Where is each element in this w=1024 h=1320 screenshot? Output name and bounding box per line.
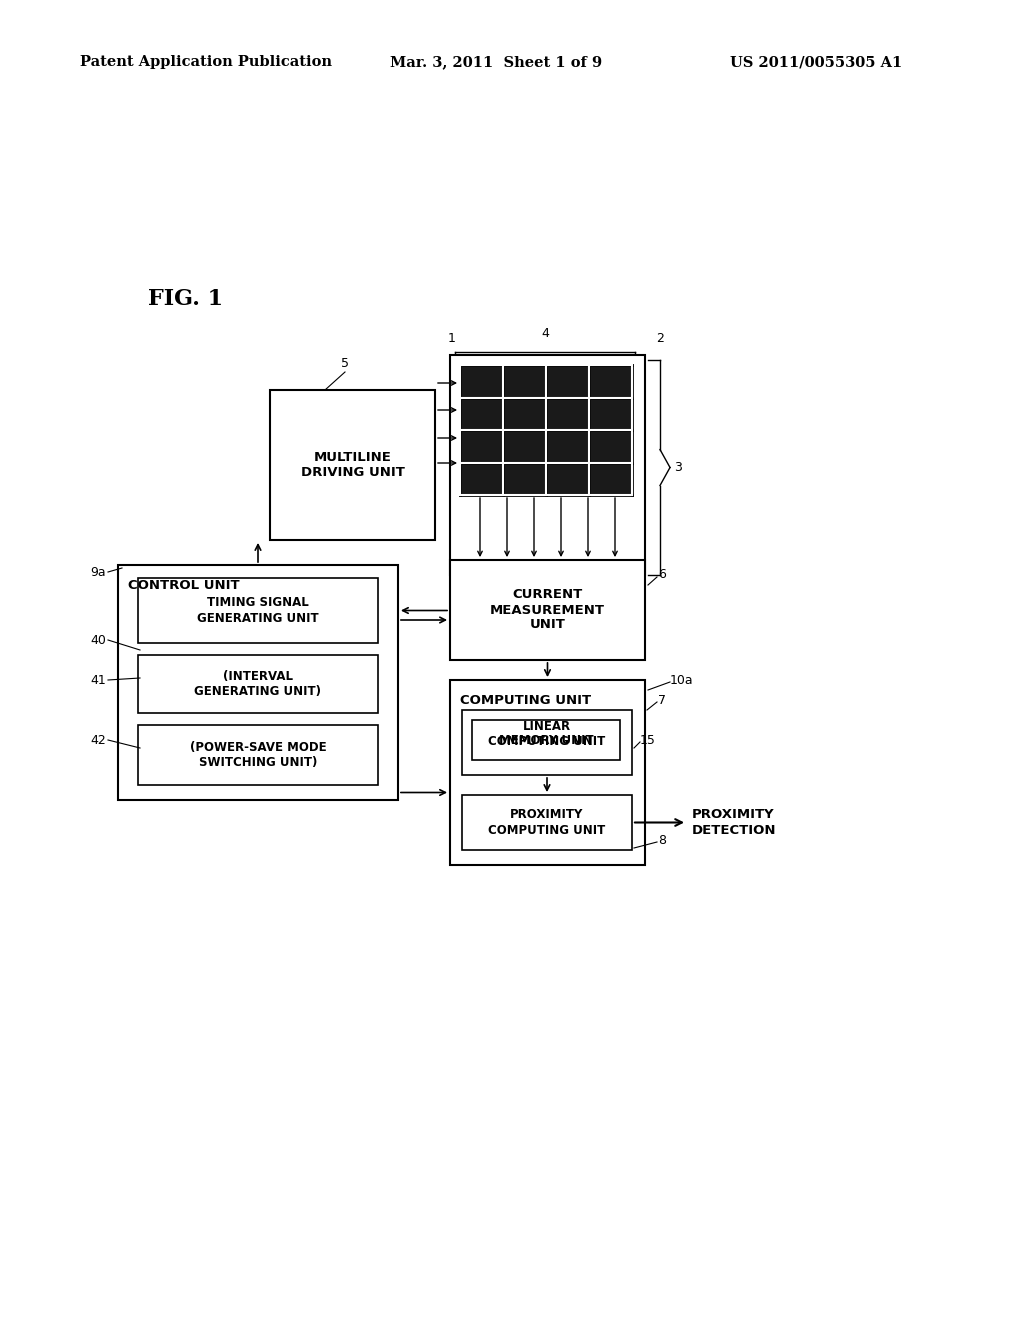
Text: CONTROL UNIT: CONTROL UNIT: [128, 579, 240, 591]
Bar: [138, 655, 378, 713]
Text: 9a: 9a: [90, 565, 106, 578]
Bar: [118, 565, 398, 800]
Bar: [450, 355, 645, 576]
Text: (INTERVAL
GENERATING UNIT): (INTERVAL GENERATING UNIT): [195, 671, 322, 698]
Text: 4: 4: [541, 327, 549, 341]
Text: 10a: 10a: [670, 673, 693, 686]
Text: 3: 3: [674, 461, 682, 474]
Bar: [450, 680, 645, 865]
Text: 2: 2: [656, 333, 664, 345]
Text: 7: 7: [658, 693, 666, 706]
Text: PROXIMITY
COMPUTING UNIT: PROXIMITY COMPUTING UNIT: [488, 808, 605, 837]
Bar: [460, 366, 632, 495]
Text: TIMING SIGNAL
GENERATING UNIT: TIMING SIGNAL GENERATING UNIT: [198, 597, 318, 624]
Text: 40: 40: [90, 634, 106, 647]
Text: MEMORY UNIT: MEMORY UNIT: [499, 734, 593, 747]
Text: 41: 41: [90, 673, 106, 686]
Text: 1: 1: [449, 333, 456, 345]
Text: COMPUTING UNIT: COMPUTING UNIT: [460, 694, 591, 708]
Text: FIG. 1: FIG. 1: [148, 288, 223, 310]
Bar: [472, 719, 620, 760]
Bar: [462, 710, 632, 775]
Text: Patent Application Publication: Patent Application Publication: [80, 55, 332, 69]
Text: 6: 6: [658, 569, 666, 582]
Bar: [462, 795, 632, 850]
Bar: [138, 578, 378, 643]
Text: US 2011/0055305 A1: US 2011/0055305 A1: [730, 55, 902, 69]
Text: (POWER-SAVE MODE
SWITCHING UNIT): (POWER-SAVE MODE SWITCHING UNIT): [189, 741, 327, 770]
Bar: [450, 560, 645, 660]
Text: LINEAR
COMPUTING UNIT: LINEAR COMPUTING UNIT: [488, 719, 605, 748]
Bar: [270, 389, 435, 540]
Text: MULTILINE
DRIVING UNIT: MULTILINE DRIVING UNIT: [301, 451, 404, 479]
Text: PROXIMITY
DETECTION: PROXIMITY DETECTION: [692, 808, 776, 837]
Bar: [138, 725, 378, 785]
Text: 42: 42: [90, 734, 106, 747]
Text: 8: 8: [658, 833, 666, 846]
Text: Mar. 3, 2011  Sheet 1 of 9: Mar. 3, 2011 Sheet 1 of 9: [390, 55, 602, 69]
Text: 15: 15: [640, 734, 656, 747]
Text: CURRENT
MEASUREMENT
UNIT: CURRENT MEASUREMENT UNIT: [490, 589, 605, 631]
Text: 5: 5: [341, 356, 349, 370]
